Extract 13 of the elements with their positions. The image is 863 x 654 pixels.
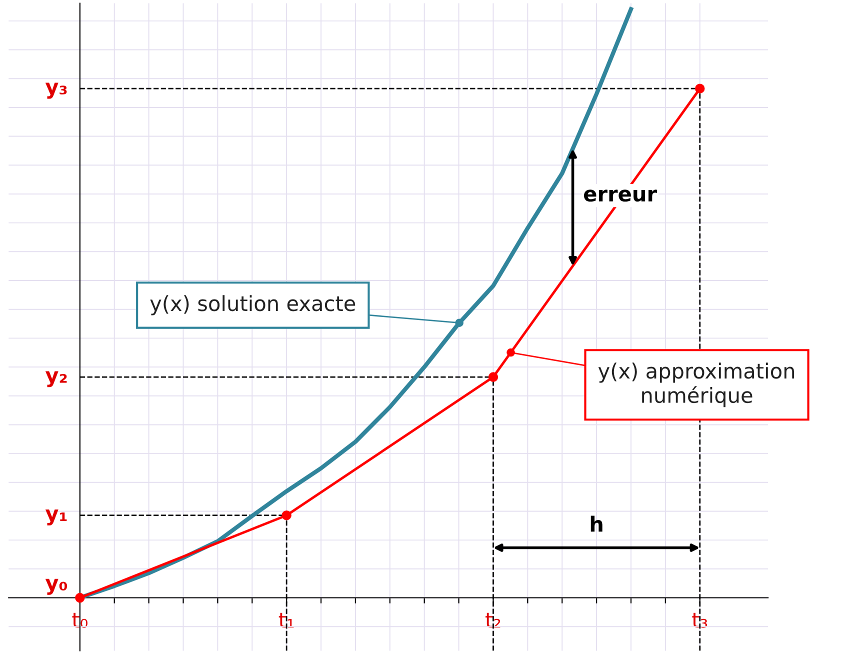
- annotation: y(x) approximation numérique: [598, 362, 794, 408]
- point: [695, 84, 705, 94]
- annotation: y(x) solution exacte: [150, 295, 356, 316]
- point: [75, 592, 85, 603]
- annotation: y₀: [45, 578, 68, 595]
- ref-line-label: y₁: [45, 510, 67, 526]
- annotation: h: [590, 516, 602, 532]
- point: [282, 510, 292, 520]
- point: [455, 318, 464, 328]
- ref-line-label: y₂: [45, 371, 67, 388]
- point: [488, 372, 498, 382]
- annotation: erreur: [584, 190, 657, 202]
- ref-line-label: y₃: [45, 82, 67, 99]
